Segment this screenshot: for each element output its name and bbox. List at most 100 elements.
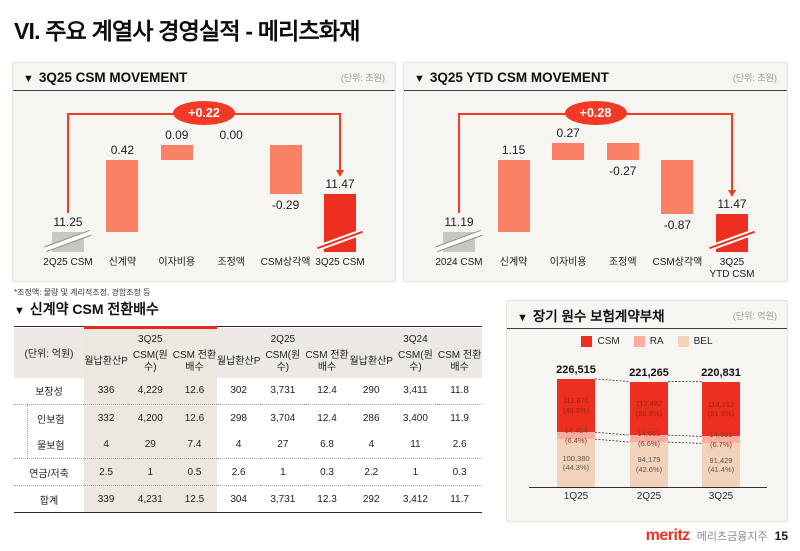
net-change-badge: +0.28 xyxy=(564,101,627,125)
column-sub-header: 월납환산P xyxy=(349,355,393,367)
bar-value-label: 0.00 xyxy=(219,127,243,142)
table-cell: 4,200 xyxy=(128,404,173,431)
bar-value-label: 11.47 xyxy=(325,177,355,192)
table-cell: 7.4 xyxy=(187,439,202,450)
column-sub-header: CSM 전환배수 xyxy=(437,349,482,374)
column-group-header: 3Q25 xyxy=(138,333,163,345)
segment-value: 14,691 xyxy=(709,430,733,440)
table-cell: 11 xyxy=(410,439,421,450)
table-cell: 332 xyxy=(84,404,129,431)
table-cell: 2.2 xyxy=(349,458,394,485)
panel-title-text: 3Q25 CSM MOVEMENT xyxy=(38,69,188,85)
table-cell: 1 xyxy=(128,458,173,485)
category-label: 이자비용 xyxy=(549,257,587,268)
column-sub-header: CSM(원수) xyxy=(398,349,433,374)
category-label: 조정액 xyxy=(217,257,245,268)
bar-value-label: 0.09 xyxy=(165,127,189,142)
unit-label: (단위: 조원) xyxy=(340,72,385,83)
panel-title: ▼ 장기 원수 보험계약부채 xyxy=(517,305,665,325)
category-label: 2024 CSM xyxy=(435,257,483,268)
legend-item: CSM xyxy=(581,336,620,347)
table-cell: 292 xyxy=(349,485,394,512)
table-cell: 11.9 xyxy=(437,404,482,431)
ytd-csm-movement-waterfall-chart: 2024 CSM 11.19 신계약 1.15 이자비용 0.27 조정액 -0.27 CSM상… xyxy=(404,91,787,281)
x-axis-line xyxy=(529,487,767,488)
column-sub-header: CSM(원수) xyxy=(265,349,301,374)
arrow-head-icon xyxy=(335,170,344,178)
csm-movement-waterfall-chart: 2Q25 CSM 11.25 신계약 0.42 이자비용 0.09 조정액 0.00 CSM상각… xyxy=(13,91,395,281)
table-cell: 286 xyxy=(349,404,394,431)
row-label: 합계 xyxy=(14,485,84,512)
row-label: 인보험 xyxy=(14,404,84,431)
ytd-csm-movement-panel: ▼ 3Q25 YTD CSM MOVEMENT (단위: 조원) 2024 CSM… xyxy=(403,62,788,282)
triangle-marker-icon: ▼ xyxy=(517,312,528,324)
segment-value: 100,380 xyxy=(562,453,590,463)
segment-percent: (42.6%) xyxy=(635,464,663,474)
segment-value-label: 94,179 (42.6%) xyxy=(622,455,676,475)
segment-value: 91,429 xyxy=(709,455,733,465)
stacked-segment-csm xyxy=(557,379,595,433)
panel-title-text: 장기 원수 보험계약부채 xyxy=(532,309,665,324)
panel-header: ▼ 3Q25 YTD CSM MOVEMENT (단위: 조원) xyxy=(404,63,787,91)
legend: CSM RA BEL xyxy=(507,336,787,347)
table-cell: 3,731 xyxy=(260,485,305,512)
column-group-header: 2Q25 xyxy=(270,333,296,345)
liability-panel: ▼ 장기 원수 보험계약부채 (단위: 억원) CSM RA BEL 226,515 1… xyxy=(506,300,788,522)
legend-swatch-bel xyxy=(677,336,689,347)
table-cell: 6.8 xyxy=(320,439,334,450)
category-label: 2Q25 xyxy=(636,491,662,502)
row-label-text: 인보험 xyxy=(27,405,65,431)
table-cell: 11.8 xyxy=(450,385,469,396)
table-cell: 12.5 xyxy=(172,485,217,512)
liability-stacked-chart: CSM RA BEL 226,515 1Q25 221,265 2Q25 220,831 3Q… xyxy=(507,329,787,523)
segment-value-label: 14,691 (6.7%) xyxy=(694,430,748,450)
csm-movement-panel: ▼ 3Q25 CSM MOVEMENT (단위: 조원) 2Q25 CSM 11.2… xyxy=(12,62,396,282)
table-cell: 3,412 xyxy=(393,485,438,512)
conversion-table-title: ▼ 신계약 CSM 전환배수 xyxy=(14,299,159,319)
row-label: 연금/저축 xyxy=(14,458,84,485)
table-cell: 0.5 xyxy=(172,458,217,485)
conversion-table: (단위: 억원) 3Q25 2Q25 3Q24 월납환산P CSM(원수) CSM 전환배수… xyxy=(14,326,482,516)
segment-percent: (50.8%) xyxy=(635,408,663,418)
bar-value-label: 0.42 xyxy=(110,143,135,158)
stacked-segment-csm xyxy=(630,381,668,436)
legend-label: BEL xyxy=(693,336,713,347)
legend-label: CSM xyxy=(597,336,620,347)
table-cell: 12.4 xyxy=(304,404,350,431)
waterfall-delta-bar xyxy=(661,159,694,215)
triangle-marker-icon: ▼ xyxy=(414,72,425,85)
table-cell: 4 xyxy=(235,439,242,450)
table-cell: 29 xyxy=(144,439,156,450)
segment-value-label: 100,380 (44.3%) xyxy=(549,454,603,474)
table-cell: 4,231 xyxy=(128,485,173,512)
column-sub-header: 월납환산P xyxy=(84,355,128,367)
segment-percent: (44.3%) xyxy=(562,463,590,473)
table-cell: 12.4 xyxy=(317,385,337,396)
column-sub-header: CSM(원수) xyxy=(132,349,168,374)
segment-percent: (49.3%) xyxy=(562,405,590,415)
segment-percent: (6.7%) xyxy=(709,440,733,450)
triangle-marker-icon: ▼ xyxy=(14,305,25,317)
panel-title: ▼ 3Q25 CSM MOVEMENT xyxy=(23,70,187,85)
footnote: *조정액: 물량 및 계리적조정, 경험조정 등 xyxy=(14,288,151,297)
table-cell: 0.3 xyxy=(304,458,350,485)
table-cell: 4,229 xyxy=(137,385,163,396)
table-cell: 304 xyxy=(216,485,261,512)
arrow-head-icon xyxy=(727,190,736,198)
segment-percent: (6.6%) xyxy=(637,438,661,448)
segment-percent: (51.9%) xyxy=(707,409,735,419)
row-label-text: 물보험 xyxy=(27,431,65,458)
bracket-arrow-line xyxy=(731,113,733,192)
stacked-segment-bel xyxy=(702,443,740,487)
meritz-logo: meritz xyxy=(645,527,691,544)
table-title-text: 신계약 CSM 전환배수 xyxy=(29,301,159,317)
segment-value-label: 14,464 (6.4%) xyxy=(549,426,603,446)
stacked-segment-ra xyxy=(630,435,668,443)
table-cell: 2.6 xyxy=(452,439,467,450)
stacked-segment-ra xyxy=(557,432,595,440)
category-label: 신계약 xyxy=(499,257,528,268)
segment-value-label: 14,603 (6.6%) xyxy=(622,429,676,449)
bracket-arrow-line xyxy=(339,113,341,172)
category-label: 3Q25 CSM xyxy=(315,257,365,268)
page-number: 15 xyxy=(774,529,788,543)
